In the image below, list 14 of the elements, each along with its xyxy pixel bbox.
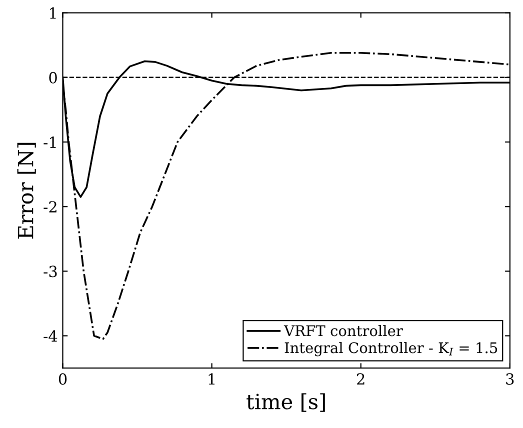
y-tick-label: 0 [49,72,57,84]
x-tick-label: 1 [208,373,215,385]
y-tick-label: -2 [44,201,56,212]
x-tick-label: 3 [506,373,514,385]
y-tick-label: 1 [50,7,56,19]
legend-label: VRFT controller [284,324,403,336]
x-tick-label: 2 [357,373,364,385]
y-tick-label: -3 [44,266,57,278]
y-axis-title: Error [N] [17,142,36,239]
y-tick-label: -4 [44,330,58,342]
legend-label: Integral Controller - K$_{I}$ = 1.5 [284,342,498,356]
y-tick-label: -1 [44,136,56,148]
x-axis-title: time [s] [246,393,325,412]
x-tick-label: 0 [58,373,67,385]
